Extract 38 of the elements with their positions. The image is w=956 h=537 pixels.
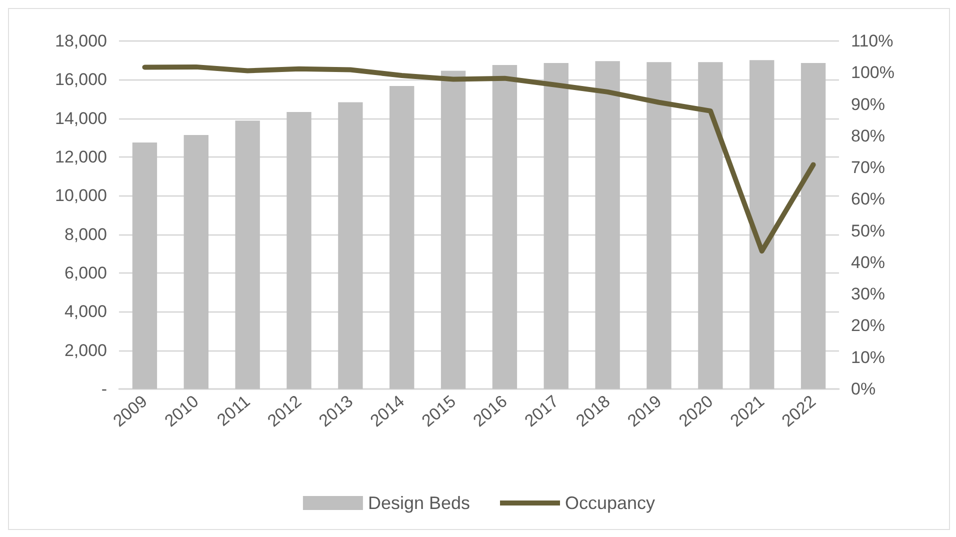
y-tick-label: 16,000: [55, 70, 107, 90]
y-tick-label: 2,000: [64, 340, 107, 360]
bar: [132, 142, 158, 389]
y-tick-label: 4,000: [64, 302, 107, 322]
bar: [235, 120, 260, 389]
y-tick-label: 18,000: [55, 32, 107, 50]
y2-tick-label: 0%: [851, 380, 876, 398]
bar: [390, 86, 414, 389]
bar: [286, 112, 312, 389]
y2-tick-label: 110%: [851, 32, 894, 50]
bar: [492, 64, 518, 389]
bar: [750, 60, 774, 389]
y2-tick-label: 50%: [851, 221, 886, 240]
bar: [440, 70, 466, 389]
y2-tick-label: 40%: [851, 252, 886, 272]
bar: [184, 134, 208, 389]
y2-tick-label: 10%: [851, 348, 886, 367]
y2-tick-label: 70%: [851, 158, 886, 178]
y-tick-label: 10,000: [55, 186, 107, 206]
bar: [338, 102, 363, 389]
y2-tick-label: 60%: [851, 190, 886, 209]
legend-label: Occupancy: [565, 493, 656, 513]
bar: [595, 61, 620, 389]
y-tick-label: 14,000: [55, 108, 107, 128]
y-tick-label: -: [101, 380, 107, 398]
y-tick-label: 6,000: [64, 264, 107, 282]
legend-label: Design Beds: [368, 493, 470, 513]
y2-tick-label: 90%: [851, 94, 886, 114]
bar: [646, 62, 672, 389]
y-tick-label: 12,000: [55, 148, 107, 166]
bar: [800, 63, 826, 389]
y2-tick-label: 80%: [851, 126, 886, 146]
bar: [698, 62, 723, 389]
y2-tick-label: 100%: [851, 63, 894, 82]
bar: [544, 63, 568, 389]
y2-tick-label: 20%: [851, 316, 886, 336]
y2-tick-label: 30%: [851, 284, 886, 304]
y-tick-label: 8,000: [64, 224, 107, 244]
